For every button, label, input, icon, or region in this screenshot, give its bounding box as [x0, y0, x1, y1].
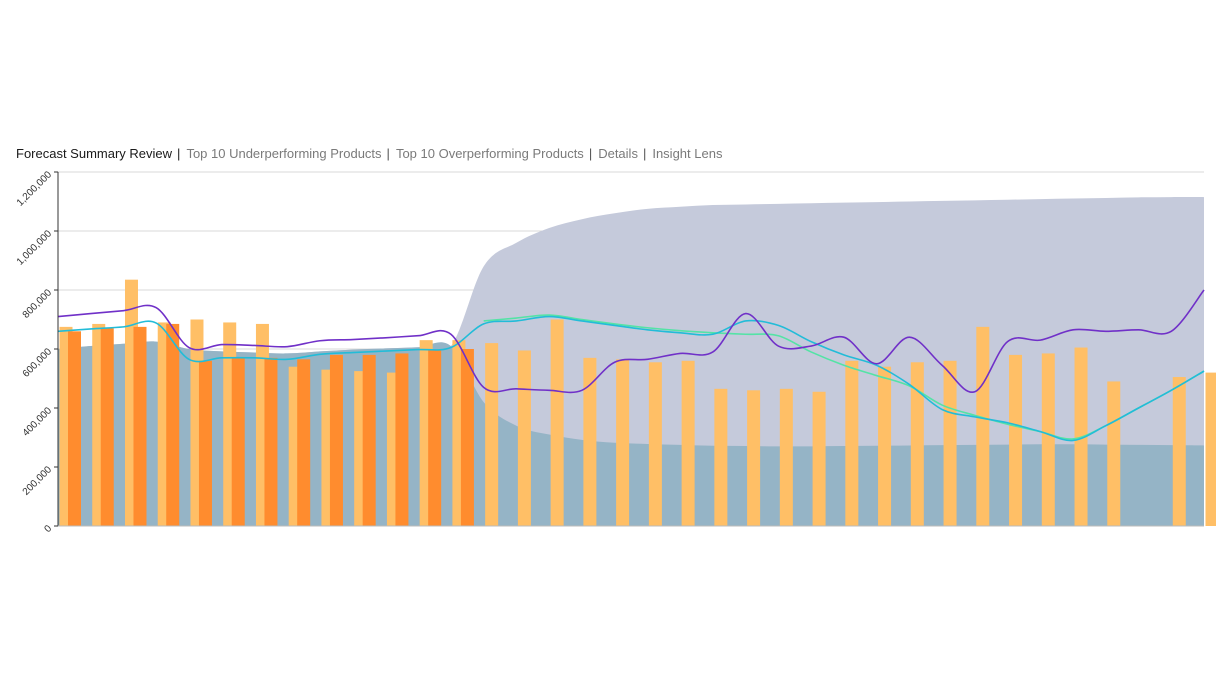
- bar-light: [616, 359, 630, 526]
- bar-light: [550, 319, 564, 526]
- bar-dark: [100, 328, 114, 526]
- bar-light: [910, 362, 924, 526]
- bar-light: [976, 326, 990, 526]
- tab-separator: |: [177, 146, 181, 161]
- bar-dark: [362, 354, 376, 526]
- y-tick-label: 800,000: [21, 287, 55, 321]
- bar-light: [1172, 377, 1186, 526]
- tab-separator: |: [588, 146, 593, 161]
- bar-dark: [68, 331, 81, 526]
- bar-light: [878, 366, 892, 526]
- bar-light: [845, 360, 859, 526]
- bar-dark: [329, 354, 343, 526]
- bar-light: [943, 360, 957, 526]
- series-line-purple: [57, 289, 1205, 394]
- bar-dark: [428, 350, 442, 526]
- y-tick-label: 400,000: [21, 405, 55, 439]
- tab-insight-lens[interactable]: Insight Lens: [652, 146, 723, 161]
- series-line-green: [483, 314, 1205, 440]
- bar-light: [779, 388, 793, 526]
- series-line-cyan: [57, 315, 1205, 442]
- bar-light: [517, 350, 531, 526]
- report-tabs: Forecast Summary Review | Top 10 Underperf…: [16, 146, 722, 161]
- y-tick-label: 0: [42, 523, 54, 535]
- bar-light: [1009, 354, 1023, 526]
- bar-dark: [166, 323, 180, 526]
- bar-dark: [297, 359, 311, 526]
- bar-dark: [264, 357, 278, 526]
- bar-light: [1041, 353, 1055, 526]
- bar-light: [583, 357, 597, 526]
- tab-top-10-overperforming-products[interactable]: Top 10 Overperforming Products: [395, 146, 584, 161]
- tab-details[interactable]: Details: [598, 146, 638, 161]
- tab-separator: |: [386, 146, 390, 161]
- bar-dark: [395, 353, 409, 526]
- bar-dark: [198, 360, 212, 526]
- bar-light: [714, 388, 728, 526]
- bar-dark: [231, 357, 245, 526]
- tab-separator: |: [642, 146, 647, 161]
- bar-light: [747, 390, 761, 526]
- tab-forecast-summary-review[interactable]: Forecast Summary Review: [16, 146, 173, 161]
- y-tick-label: 1,200,000: [15, 169, 55, 209]
- y-tick-label: 1,000,000: [15, 228, 55, 268]
- bar-light: [648, 362, 662, 526]
- bar-light: [1205, 372, 1216, 526]
- y-tick-label: 200,000: [21, 464, 55, 498]
- bar-light: [681, 360, 695, 526]
- bar-light: [1107, 381, 1121, 526]
- tab-top-10-underperforming-products[interactable]: Top 10 Underperforming Products: [186, 146, 382, 161]
- bar-dark: [460, 349, 474, 526]
- bar-light: [485, 343, 499, 526]
- y-tick-label: 600,000: [21, 346, 55, 380]
- bar-dark: [133, 326, 147, 526]
- bar-light: [812, 391, 826, 526]
